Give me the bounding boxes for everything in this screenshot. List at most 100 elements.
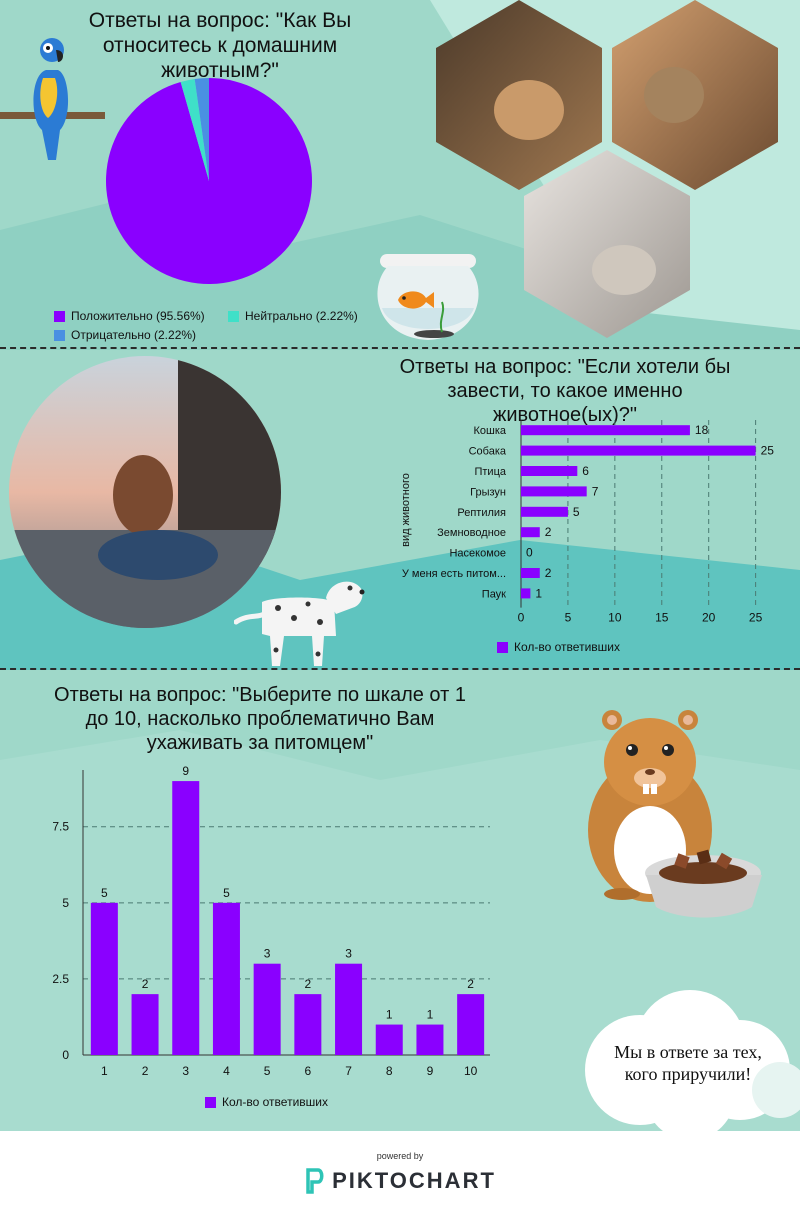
vbar-bar [416,1024,444,1055]
vbar-bar [172,781,200,1055]
dalmatian-icon [234,581,365,666]
hbar-y-axis-label: вид животного [400,473,412,547]
powered-by-label: powered by [376,1151,424,1161]
vbar-y-tick: 0 [62,1048,69,1062]
legend-swatch [205,1096,216,1108]
legend-swatch [228,310,239,322]
vbar-value-label: 9 [182,764,189,778]
vbar-chart: 0 2.5 5 7.5 5 1 2 2 9 3 5 4 3 5 2 6 3 7 1 8 1 9 2 10 [52,764,490,1078]
hbar-category-label: Земноводное [437,527,506,539]
footer: powered by PIKTOCHART [0,1131,800,1211]
vbar-category-label: 4 [223,1064,230,1078]
vbar-bar [335,963,363,1055]
hbar-value-label: 6 [582,464,589,478]
legend-label: Кол-во ответивших [514,640,620,654]
legend-label: Нейтрально (2.22%) [245,309,358,323]
hbar-bar [521,568,540,578]
hbar-value-label: 25 [761,444,775,458]
hbar-category-label: Рептилия [457,507,506,519]
vbar-category-label: 6 [305,1064,312,1078]
vbar-value-label: 3 [345,947,352,961]
section-divider [0,668,800,670]
hbar-bar [521,466,578,476]
legend-label: Положительно (95.56%) [71,309,205,323]
hbar-value-label: 2 [545,566,552,580]
vbar-category-label: 8 [386,1064,393,1078]
pie-chart [106,78,312,284]
vbar-category-label: 3 [182,1064,189,1078]
vbar-legend: Кол-во ответивших [205,1095,328,1109]
vbar-category-label: 5 [264,1064,271,1078]
parrot-icon [0,38,105,160]
hbar-bar [521,425,690,436]
hbar-value-label: 2 [545,525,552,539]
pie-legend-negative: Отрицательно (2.22%) [54,328,196,342]
vbar-category-label: 9 [427,1064,434,1078]
pie-legend-neutral: Нейтрально (2.22%) [228,309,358,323]
cloud-quote: Мы в ответе за тех, кого приручили! [614,1042,762,1084]
hbar-category-label: Грызун [470,486,506,498]
hbar-category-label: У меня есть питом... [402,568,506,580]
vbar-category-label: 10 [464,1064,478,1078]
hbar-chart-title: Ответы на вопрос: "Если хотели бы завест… [399,356,731,426]
hbar-x-tick: 15 [655,611,669,625]
hbar-value-label: 0 [526,546,533,560]
vbar-y-tick: 7.5 [52,820,69,834]
hbar-x-tick: 0 [518,611,525,625]
infographic-canvas: Ответы на вопрос: "Как Вы относитесь к д… [0,0,800,1131]
vbar-value-label: 2 [142,977,149,991]
fishbowl-icon [377,254,479,340]
hbar-x-tick: 20 [702,611,716,625]
legend-swatch [54,310,65,322]
vbar-y-tick: 5 [62,896,69,910]
cat-shape [592,245,656,295]
vbar-bar [90,902,118,1055]
legend-label: Отрицательно (2.22%) [71,328,197,342]
hbar-category-label: Птица [474,466,506,478]
dog-shape [494,80,564,140]
hbar-legend: Кол-во ответивших [497,640,620,654]
pie-slice-2 [180,79,209,181]
vbar-bar [131,994,159,1055]
vbar-value-label: 2 [305,977,312,991]
vbar-value-label: 1 [386,1008,393,1022]
brand-name: PIKTOCHART [332,1168,496,1193]
pie-chart-title: Ответы на вопрос: "Как Вы относитесь к д… [88,9,352,83]
hbar-x-tick: 5 [565,611,572,625]
pie-legend-positive: Положительно (95.56%) [54,309,205,323]
hbar-value-label: 7 [592,484,599,498]
vbar-category-label: 7 [345,1064,352,1078]
cloud-icon [585,990,800,1131]
hbar-x-tick: 10 [608,611,622,625]
hbar-bar [521,527,540,538]
vbar-category-label: 1 [101,1064,108,1078]
photo-hexagons [436,0,778,338]
vbar-value-label: 5 [101,886,108,900]
hbar-bar [521,486,587,497]
vbar-bar [212,902,240,1055]
piktochart-logo-icon [306,1168,324,1194]
vbar-bar [375,1024,403,1055]
hbar-category-label: Паук [482,588,506,600]
vbar-chart-title: Ответы на вопрос: "Выберите по шкале от … [54,684,466,754]
vbar-category-label: 2 [142,1064,149,1078]
vbar-y-tick: 2.5 [52,972,69,986]
hbar-value-label: 5 [573,505,580,519]
vbar-value-label: 3 [264,947,271,961]
vbar-value-label: 5 [223,886,230,900]
pie-slice-3 [194,78,209,181]
hbar-category-label: Собака [469,446,507,458]
hbar-x-tick: 25 [749,611,763,625]
hbar-bar [521,506,568,517]
hbar-bar [521,588,531,599]
vbar-value-label: 1 [427,1008,434,1022]
vbar-value-label: 2 [467,977,474,991]
hbar-bar [521,445,756,456]
hbar-value-label: 18 [695,423,709,437]
hbar-category-label: Насекомое [449,548,506,560]
hbar-category-label: Кошка [473,425,506,437]
section-divider [0,347,800,349]
piktochart-logo[interactable]: PIKTOCHART [0,1168,800,1194]
vbar-bar [294,994,322,1055]
